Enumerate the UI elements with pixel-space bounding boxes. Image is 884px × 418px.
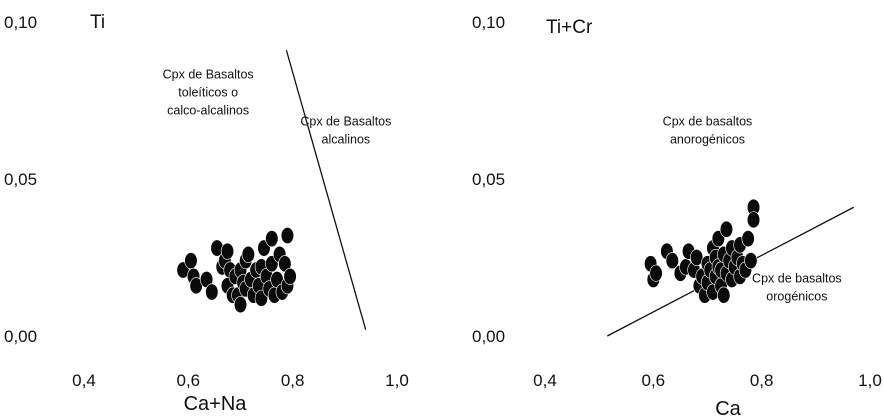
field-annotation-line: Cpx de basaltos [663, 115, 753, 129]
chart-ti-vs-ca-na: 0,00 0,05 0,10 0,4 0,6 0,8 1,0 Ti Ca+Na Cpx de Ba… [4, 12, 409, 415]
field-annotation-line: calco-alcalinos [167, 104, 249, 118]
field-annotation-line: toleíticos o [178, 86, 238, 100]
scatter-point [690, 249, 704, 267]
scatter-point [184, 252, 198, 270]
x-tick-label: 0,8 [281, 371, 305, 390]
y-axis-label: Ti+Cr [546, 17, 593, 38]
x-tick-label: 0,6 [642, 371, 666, 390]
field-annotation: Cpx de Basaltos toleíticos o calco-alcalin… [163, 68, 254, 118]
scatter-point [719, 220, 734, 238]
x-tick-label: 1,0 [858, 371, 882, 390]
x-tick-label: 1,0 [385, 371, 409, 390]
scatter-point [280, 227, 295, 245]
field-annotation: Cpx de basaltos orogénicos [752, 272, 842, 304]
chart-ti-cr-vs-ca: 0,00 0,05 0,10 0,4 0,6 0,8 1,0 Ti+Cr Ca Cpx de ba… [472, 13, 882, 418]
field-annotation-line: Cpx de Basaltos [163, 68, 254, 82]
scatter-point [741, 230, 755, 248]
scatter-point [744, 252, 758, 270]
field-annotation-line: orogénicos [766, 290, 827, 304]
field-annotation-line: Cpx de basaltos [752, 272, 842, 286]
scatter-point [265, 230, 279, 248]
scatter-point [283, 267, 297, 285]
y-tick-label: 0,00 [4, 327, 37, 346]
x-axis-label: Ca+Na [184, 393, 248, 415]
scatter-point [220, 242, 235, 260]
y-axis-label: Ti [90, 12, 105, 33]
x-tick-label: 0,8 [750, 371, 774, 390]
x-tick-label: 0,4 [533, 371, 557, 390]
field-annotation-line: alcalinos [322, 133, 371, 147]
x-tick-label: 0,4 [72, 371, 96, 390]
scatter-point [649, 264, 663, 282]
scatter-point [205, 283, 219, 301]
field-annotation: Cpx de basaltos anorogénicos [663, 115, 753, 147]
scatter-point [746, 211, 761, 229]
y-tick-label: 0,05 [472, 170, 505, 189]
scatter-point [233, 296, 248, 314]
y-tick-label: 0,05 [4, 170, 37, 189]
field-annotation-line: Cpx de Basaltos [300, 115, 391, 129]
y-tick-label: 0,10 [472, 13, 505, 32]
y-tick-label: 0,10 [4, 13, 37, 32]
x-tick-label: 0,6 [177, 371, 201, 390]
y-tick-label: 0,00 [472, 327, 505, 346]
field-annotation: Cpx de Basaltos alcalinos [300, 115, 391, 147]
discriminant-line [285, 50, 367, 330]
scatter-point [717, 286, 731, 304]
x-axis-label: Ca [715, 398, 741, 418]
field-annotation-line: anorogénicos [670, 133, 745, 147]
scatter-point [665, 252, 679, 270]
scatter-point [241, 245, 255, 263]
